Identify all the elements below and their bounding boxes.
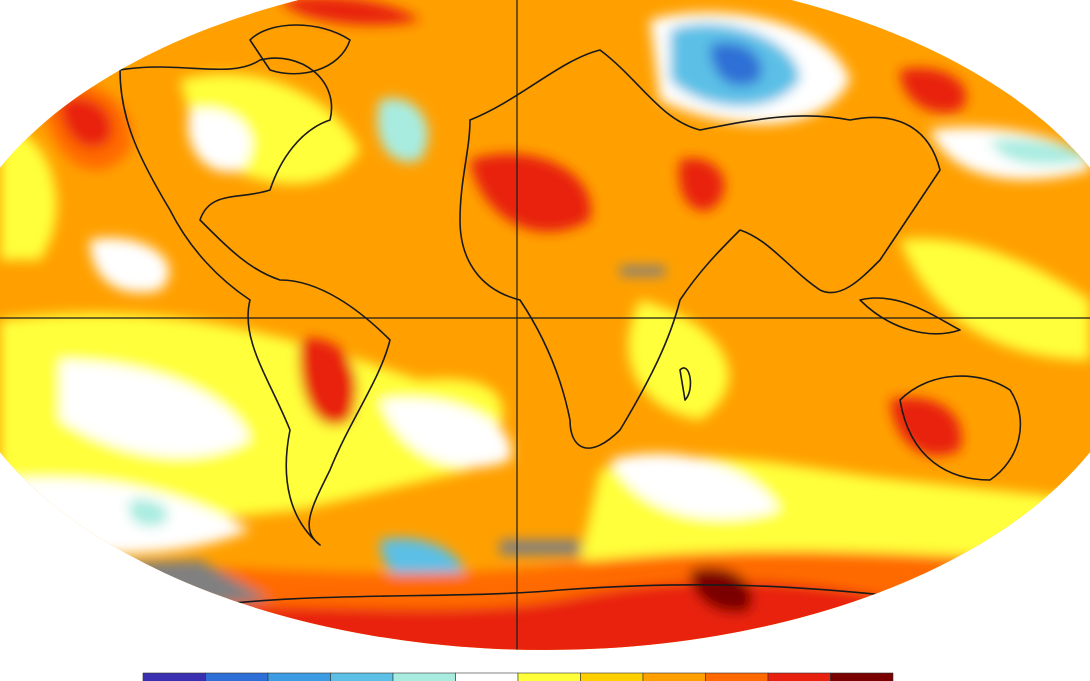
- colorbar-swatch: [392, 672, 456, 681]
- colorbar-swatch: [580, 672, 644, 681]
- colorbar-swatch: [517, 672, 581, 681]
- colorbar-swatch: [705, 672, 769, 681]
- colorbar-swatch: [642, 672, 706, 681]
- colorbar: [142, 672, 894, 681]
- colorbar-swatch: [455, 672, 519, 681]
- colorbar-swatch: [767, 672, 831, 681]
- colorbar-swatch: [330, 672, 394, 681]
- coastlines: [119, 24, 1022, 611]
- colorbar-swatch: [267, 672, 331, 681]
- anomaly-field: [0, 0, 1090, 650]
- colorbar-swatch: [830, 672, 894, 681]
- colorbar-swatch: [142, 672, 206, 681]
- colorbar-swatch: [205, 672, 269, 681]
